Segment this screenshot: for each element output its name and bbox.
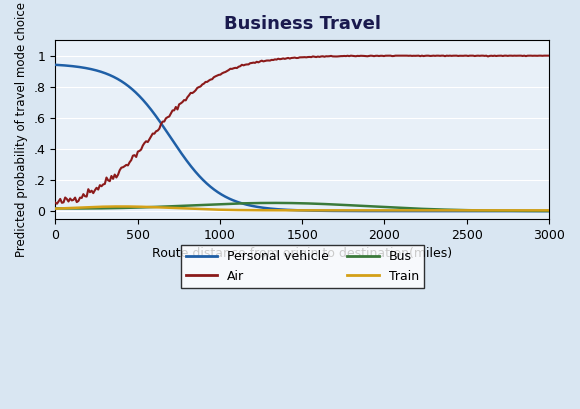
Legend: Personal vehicle, Air, Bus, Train: Personal vehicle, Air, Bus, Train [180,245,424,288]
X-axis label: Route distance from origin to destination(miles): Route distance from origin to destinatio… [152,247,452,260]
Y-axis label: Predicted probability of travel mode choice: Predicted probability of travel mode cho… [15,2,28,257]
Title: Business Travel: Business Travel [224,15,380,33]
